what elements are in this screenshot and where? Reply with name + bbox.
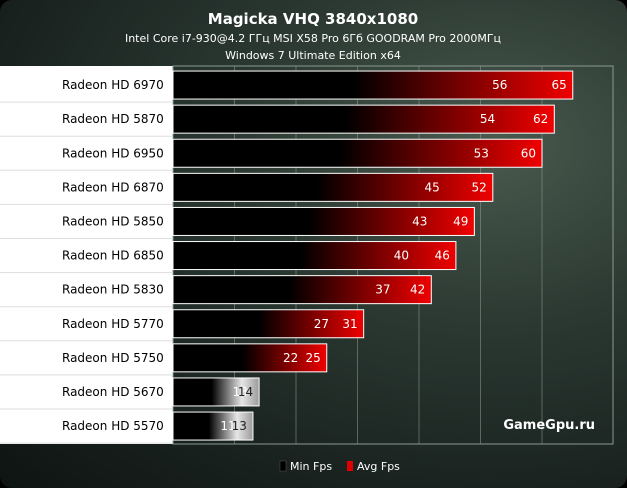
data-label-avg: 62 <box>533 112 548 126</box>
category-label: Radeon HD 5830 <box>62 283 164 297</box>
watermark: GameGpu.ru <box>503 418 595 433</box>
chart-subtitle-line1: Intel Core i7-930@4.2 ГГц MSI X58 Pro 6Г… <box>125 32 501 45</box>
category-label: Radeon HD 5750 <box>62 351 164 365</box>
data-label-avg: 25 <box>305 351 320 365</box>
data-label-min: 11 <box>220 419 235 433</box>
category-label: Radeon HD 5570 <box>62 419 164 433</box>
bar-avg <box>172 138 543 168</box>
category-label: Radeon HD 5870 <box>62 112 164 126</box>
data-label-min: 43 <box>412 214 427 228</box>
bar-avg <box>172 104 555 134</box>
data-label-min: 27 <box>314 317 329 331</box>
category-label: Radeon HD 6970 <box>62 78 164 92</box>
data-label-avg: 13 <box>232 419 247 433</box>
data-label-avg: 60 <box>521 146 536 160</box>
bar-avg <box>172 377 260 407</box>
bar-avg <box>172 241 457 271</box>
data-label-min: 53 <box>474 146 489 160</box>
data-label-avg: 65 <box>551 78 566 92</box>
legend-swatch-min <box>279 460 287 472</box>
data-label-min: 40 <box>394 249 409 263</box>
data-label-avg: 46 <box>435 249 450 263</box>
data-label-avg: 49 <box>453 214 468 228</box>
data-label-min: 54 <box>480 112 495 126</box>
category-label: Radeon HD 5850 <box>62 214 164 228</box>
bar-avg <box>172 70 574 100</box>
bar-avg <box>172 206 475 236</box>
chart-title: Magicka VHQ 3840x1080 <box>208 10 418 28</box>
data-label-min: 56 <box>492 78 507 92</box>
legend: Min Fps Avg Fps <box>279 460 400 473</box>
chart-subtitle-line2: Windows 7 Ultimate Edition x64 <box>225 49 401 62</box>
bar-avg <box>172 343 328 373</box>
legend-swatch-avg <box>347 461 353 471</box>
legend-label-avg: Avg Fps <box>357 460 400 473</box>
category-label: Radeon HD 6950 <box>62 146 164 160</box>
data-label-avg: 52 <box>472 180 487 194</box>
data-label-avg: 42 <box>410 283 425 297</box>
data-label-min: 45 <box>424 180 439 194</box>
category-label: Radeon HD 5770 <box>62 317 164 331</box>
bar-avg <box>172 172 494 202</box>
category-labels: Radeon HD 6970 Radeon HD 5870 Radeon HD 69… <box>0 78 173 444</box>
category-label: Radeon HD 5670 <box>62 385 164 399</box>
data-label-min: 37 <box>375 283 390 297</box>
bar-avg <box>172 275 432 305</box>
data-label-min: 13 <box>233 385 248 399</box>
data-label-avg: 14 <box>238 385 253 399</box>
bar-avg <box>172 411 254 441</box>
bar-avg <box>172 309 365 339</box>
legend-label-min: Min Fps <box>290 460 332 473</box>
category-label: Radeon HD 6870 <box>62 180 164 194</box>
category-label: Radeon HD 6850 <box>62 249 164 263</box>
data-label-min: 22 <box>283 351 298 365</box>
data-label-avg: 31 <box>342 317 357 331</box>
label-panel <box>0 66 173 444</box>
